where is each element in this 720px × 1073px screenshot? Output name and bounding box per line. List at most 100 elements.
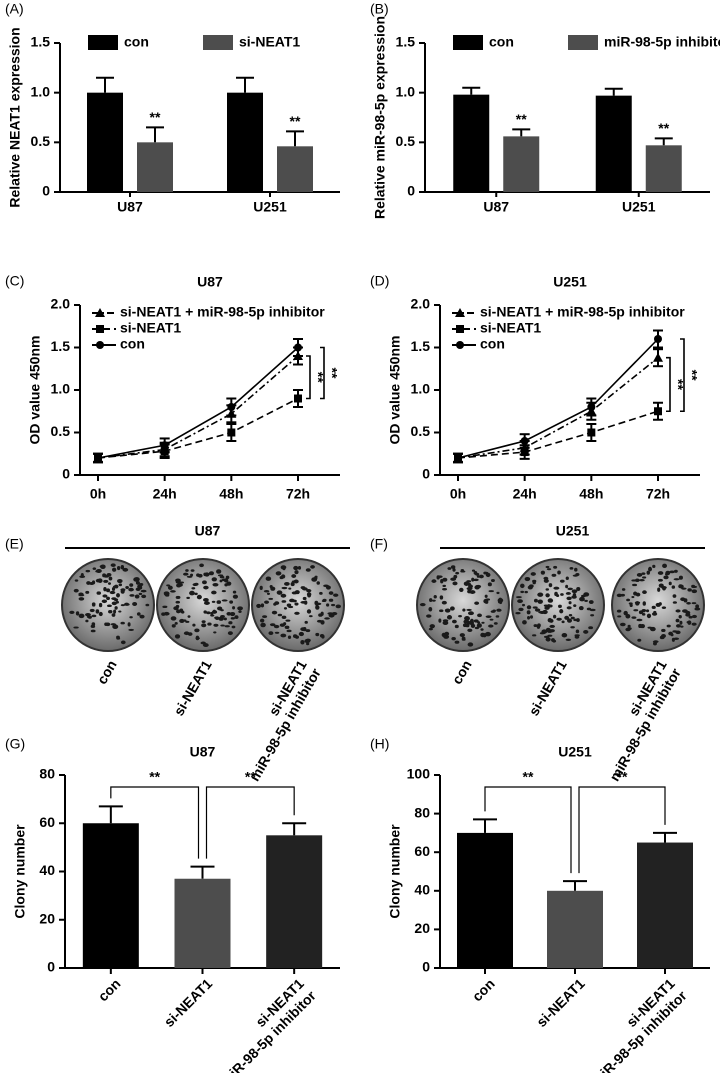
colony	[108, 609, 113, 614]
colony	[474, 585, 480, 590]
colony	[469, 590, 476, 594]
colony	[115, 600, 119, 604]
colony	[672, 594, 677, 598]
colony	[477, 613, 482, 618]
colony	[220, 624, 225, 627]
colony	[439, 609, 444, 613]
legend-marker	[456, 325, 464, 333]
colony	[221, 599, 228, 602]
bar	[82, 823, 139, 968]
colony	[294, 570, 299, 575]
colony	[530, 572, 536, 576]
colony	[480, 628, 484, 631]
colony	[678, 615, 682, 619]
colony	[542, 609, 548, 615]
colony	[335, 604, 341, 609]
colony	[566, 606, 572, 610]
colony	[662, 563, 667, 569]
y-tick-label: 0	[42, 183, 50, 199]
colony	[274, 601, 280, 605]
colony	[117, 579, 123, 584]
colony	[570, 616, 575, 620]
colony	[274, 631, 280, 634]
colony	[294, 602, 299, 606]
colony	[185, 620, 190, 623]
colony	[466, 580, 472, 583]
colony	[569, 567, 574, 570]
colony	[237, 606, 243, 611]
colony	[488, 590, 495, 593]
x-tick-label: miR-98-5p inhibitor	[217, 987, 319, 1073]
colony	[284, 625, 290, 629]
colony	[286, 603, 290, 607]
colony	[524, 576, 531, 582]
point	[654, 407, 662, 416]
colony	[145, 603, 150, 607]
colony	[474, 572, 480, 576]
colony	[529, 584, 534, 588]
panel-label: (B)	[370, 1, 389, 17]
colony	[85, 612, 91, 617]
colony	[549, 618, 554, 623]
colony	[657, 578, 663, 582]
colony	[203, 585, 209, 590]
colony	[672, 601, 677, 604]
colony	[177, 579, 181, 585]
chart-title: U251	[553, 274, 587, 290]
colony	[467, 628, 473, 633]
y-tick-label: 1.0	[31, 83, 51, 99]
legend-label: si-NEAT1	[120, 320, 181, 336]
colony	[176, 609, 181, 614]
colony	[211, 590, 217, 595]
colony	[478, 574, 484, 579]
colony	[111, 597, 117, 601]
colony	[280, 633, 287, 638]
colony	[583, 630, 589, 634]
colony	[657, 587, 661, 592]
colony	[310, 565, 315, 569]
colony	[111, 613, 116, 617]
colony	[484, 594, 488, 598]
colony	[431, 579, 437, 583]
colony	[433, 595, 437, 599]
colony	[120, 564, 125, 570]
colony	[625, 627, 631, 632]
legend-marker	[95, 308, 105, 317]
y-tick-label: 1.5	[51, 338, 71, 354]
colony	[220, 609, 224, 612]
bar	[637, 842, 693, 968]
colony	[673, 578, 680, 581]
colony	[543, 576, 549, 580]
colony	[576, 587, 581, 592]
colony	[681, 587, 687, 590]
colony	[290, 582, 295, 587]
y-axis-label: Relative NEAT1 expression	[7, 27, 23, 207]
colony	[204, 572, 210, 577]
colony	[561, 632, 568, 638]
colony	[228, 621, 233, 625]
colony	[665, 570, 671, 576]
colony	[560, 593, 564, 596]
colony	[229, 611, 236, 617]
colony	[473, 619, 479, 623]
colony	[306, 642, 310, 646]
y-tick-label: 0	[422, 959, 430, 975]
colony	[268, 631, 274, 636]
colony	[86, 615, 90, 618]
colony	[259, 618, 265, 623]
colony	[556, 617, 562, 621]
colony	[536, 624, 541, 629]
colony	[113, 609, 117, 614]
colony	[175, 604, 180, 609]
colony	[174, 621, 178, 625]
y-tick-label: 1.0	[411, 381, 431, 397]
colony	[570, 626, 575, 629]
colony	[651, 612, 658, 616]
series-line	[97, 397, 299, 459]
colony	[314, 575, 318, 578]
colony	[671, 637, 675, 642]
legend-label: con	[124, 34, 149, 50]
colony	[465, 623, 470, 628]
bracket-label: **	[324, 368, 340, 379]
colony	[485, 598, 491, 601]
